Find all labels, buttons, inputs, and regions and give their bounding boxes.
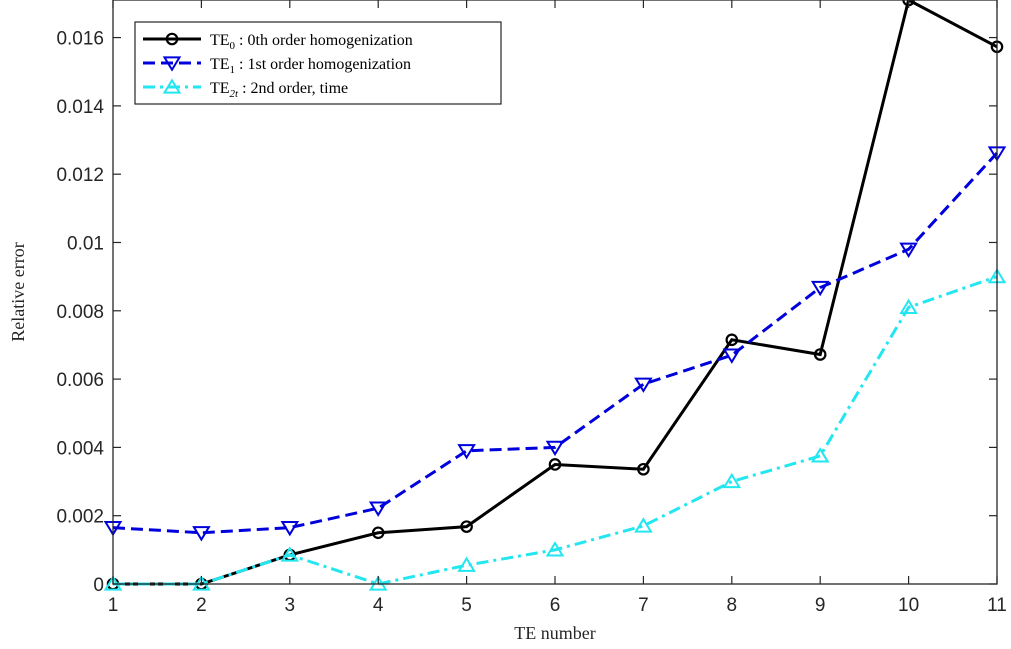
series-3-point-3 [280,546,300,562]
series-2-point-9 [810,280,830,297]
y-tick-label-1: 0 [93,575,104,596]
axes-layer: 1 2 3 4 5 6 7 8 9 10 11 0 0.002 0.004 0.006 0.008 0.01 0.… [56,0,1007,616]
x-tick-label-10: 10 [898,595,919,616]
series-3-point-10 [899,298,918,314]
series-3-point-8 [722,472,742,489]
series-1-point-5 [460,520,473,533]
series-1-point-8 [725,333,739,347]
legend-item-2: TE1 : 1st order homogenization [143,56,411,76]
x-tick-label-6: 6 [550,595,561,616]
series-1-point-9 [813,348,827,361]
series-3-point-5 [457,556,476,572]
legend-item-1-marker [165,32,179,46]
series-2 [103,146,1007,542]
series-2-point-8 [722,348,742,364]
y-tick-label-3: 0.004 [56,438,104,459]
x-tick-label-8: 8 [727,595,738,616]
legend-box [134,21,502,105]
x-tick-label-3: 3 [285,595,296,616]
x-tick-label-5: 5 [461,595,472,616]
series-1-point-7 [637,462,650,476]
x-tick-label-11: 11 [987,595,1007,616]
series-2-line [112,151,999,535]
series-2-point-4 [368,501,388,517]
legend-item-2-marker [162,56,182,72]
y-tick-label-8: 0.014 [56,97,104,118]
series-2-point-6 [545,440,565,457]
series-3-point-6 [545,541,565,557]
x-tick-label-1: 1 [108,595,119,616]
series-3-line [113,275,998,586]
series-3-point-9 [810,447,830,463]
x-tick-label-9: 9 [815,595,826,616]
y-tick-label-7: 0.012 [56,165,104,186]
series-1-point-4 [371,526,385,540]
series-2-point-10 [899,242,918,258]
series-3-point-7 [634,517,653,533]
x-tick-label-4: 4 [373,595,384,616]
x-tick-label-7: 7 [638,595,649,616]
series-1-point-6 [548,458,562,471]
legend: TE0 : 0th order homogenization TE1 : 1st … [134,21,502,105]
series-2-point-7 [634,377,653,393]
series-2-point-2 [192,526,211,542]
legend-item-1-label: TE0 : 0th order homogenization [210,32,413,52]
legend-item-1: TE0 : 0th order homogenization [143,32,413,52]
legend-item-2-label: TE1 : 1st order homogenization [210,56,411,76]
y-tick-label-9: 0.016 [56,29,104,50]
series-2-point-3 [280,521,300,537]
x-axis-title: TE number [514,623,595,643]
y-tick-label-5: 0.008 [56,302,104,323]
legend-item-3-marker [162,78,182,94]
y-tick-label-6: 0.01 [67,233,104,254]
y-tick-label-2: 0.002 [56,507,104,528]
legend-item-3: TE2t : 2nd order, time [143,78,348,100]
series-layer [103,0,1007,591]
y-tick-label-4: 0.006 [56,370,104,391]
x-tick-label-2: 2 [196,595,207,616]
y-axis-title: Relative error [8,242,28,341]
series-3 [103,267,1007,591]
series-2-point-5 [457,444,476,460]
legend-item-3-label: TE2t : 2nd order, time [210,80,348,100]
